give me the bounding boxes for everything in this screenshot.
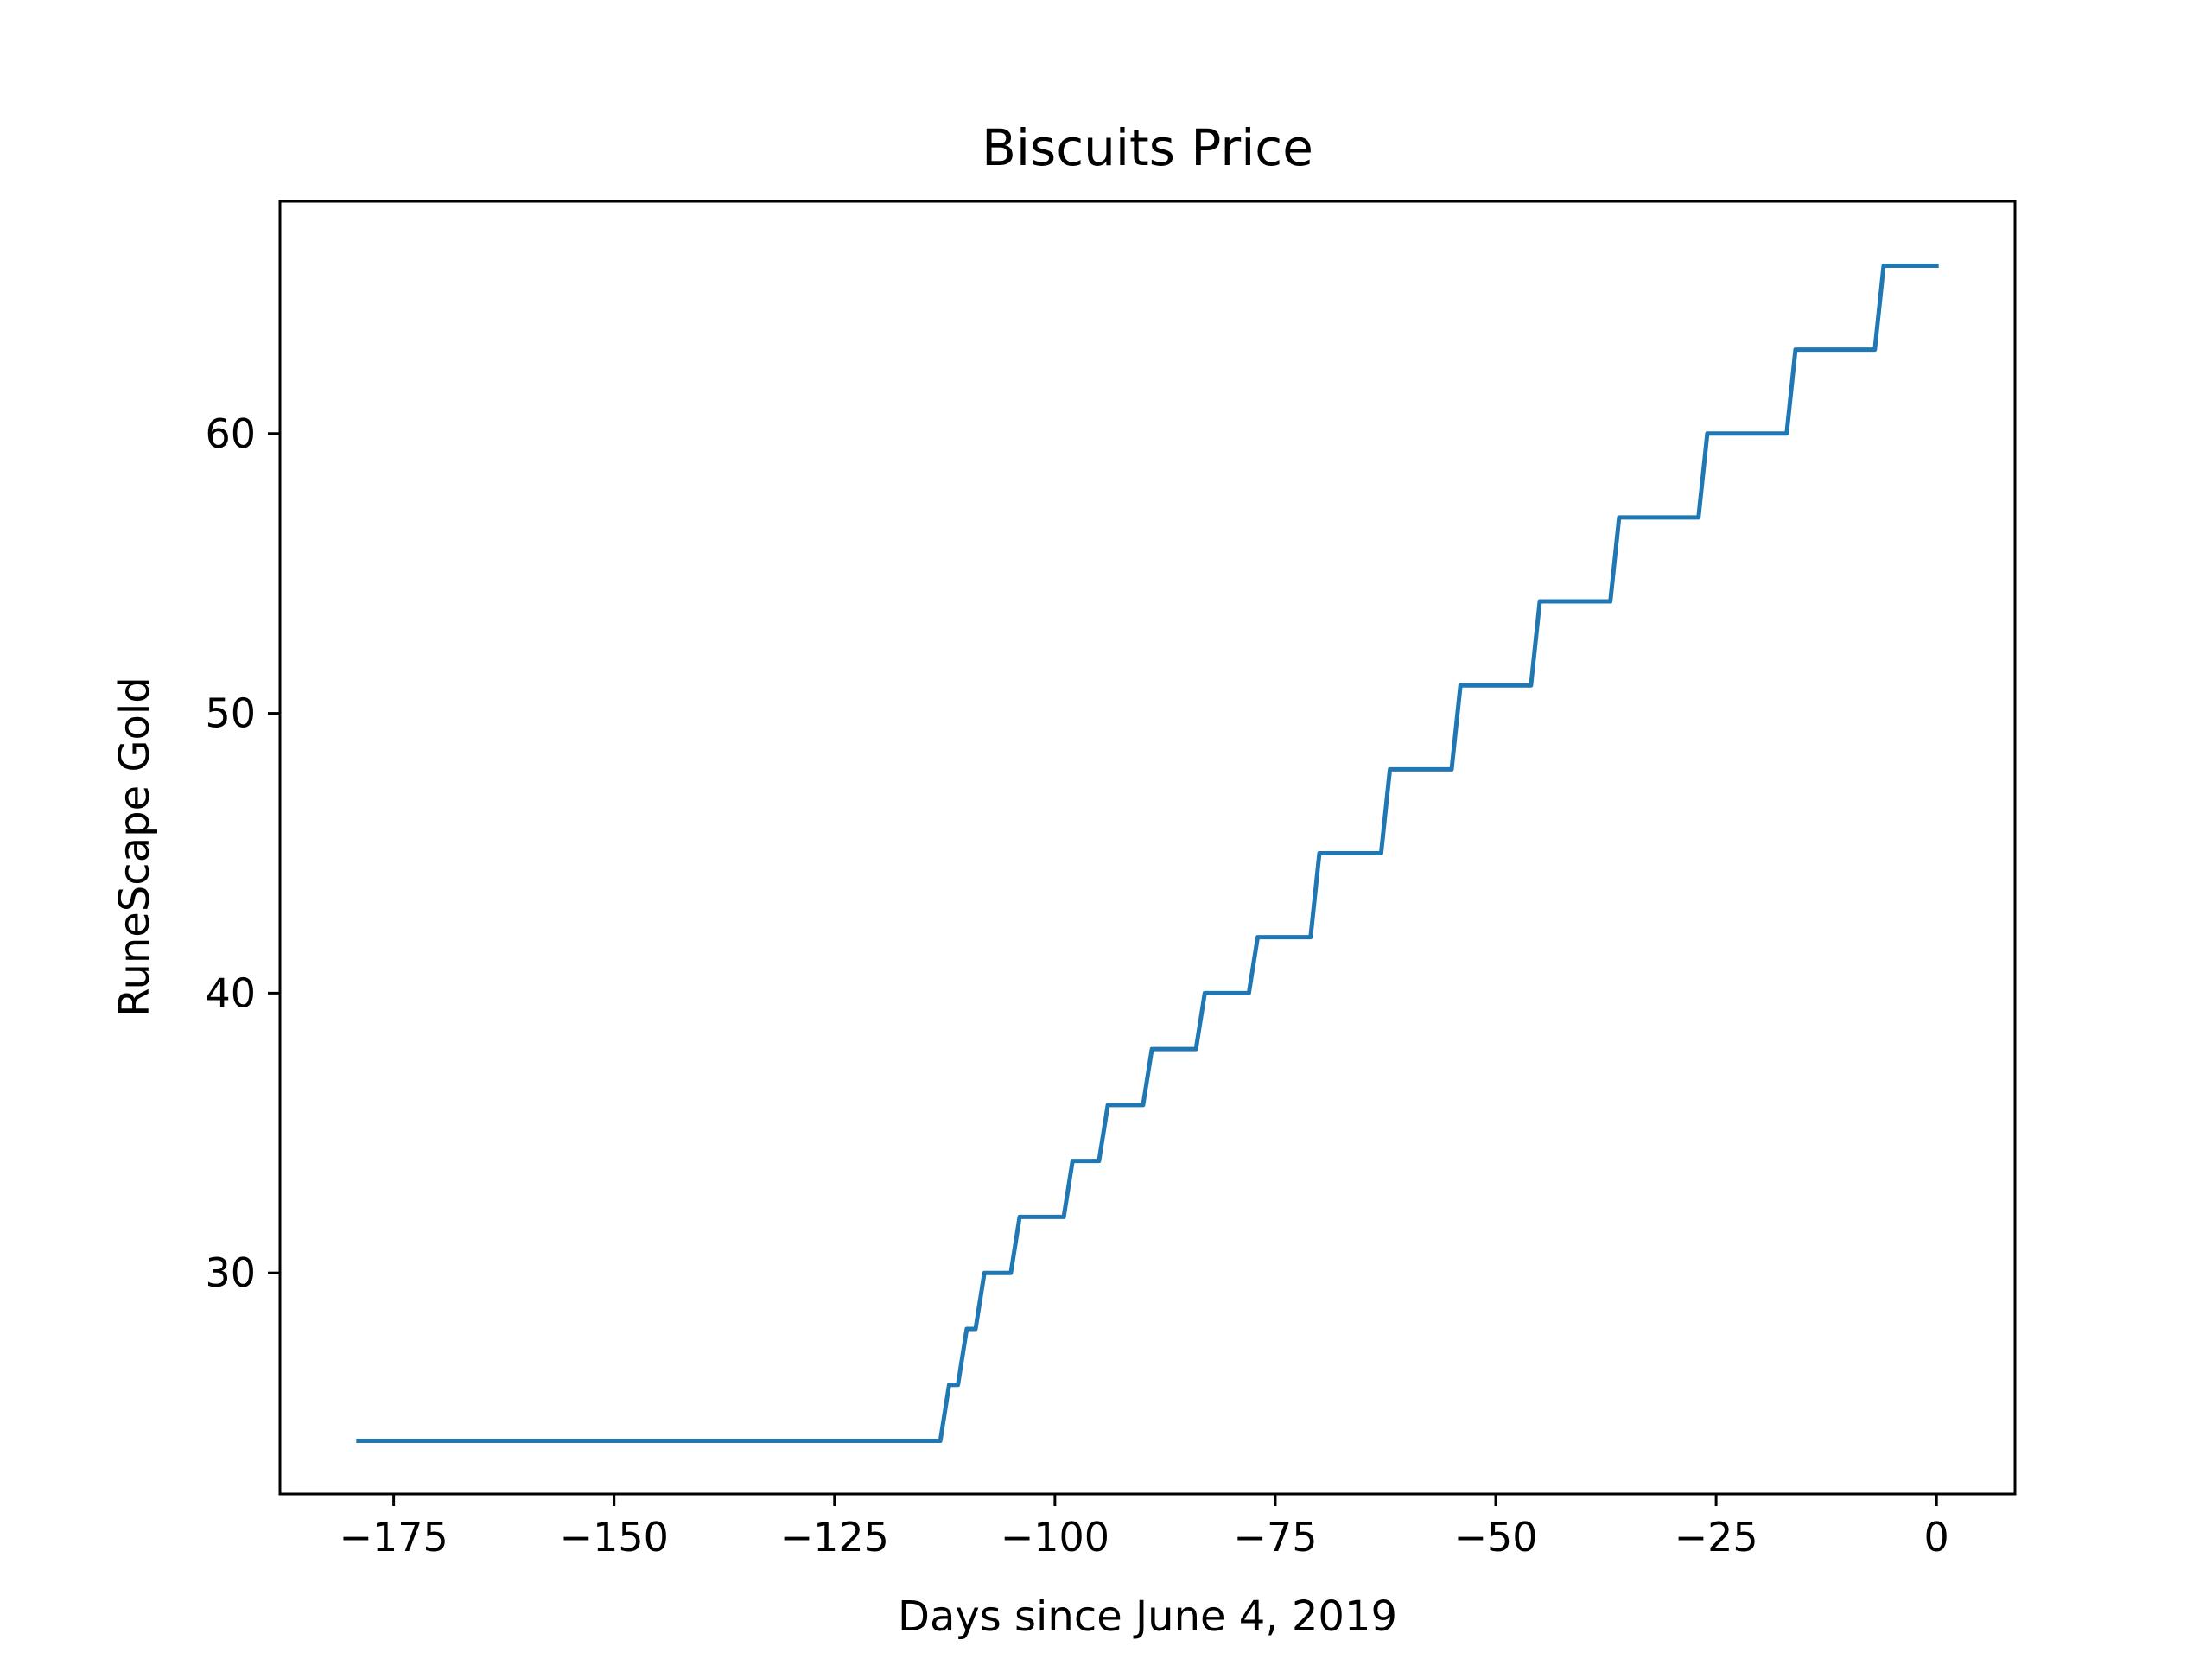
y-tick-label: 30: [205, 1249, 256, 1296]
x-tick-label: 0: [1924, 1514, 1949, 1560]
axes-frame: [278, 200, 2017, 1496]
x-axis: −175 −150 −125 −100 −75 −50 −25 0: [339, 1494, 1949, 1560]
series-line-0: [356, 263, 1939, 1443]
x-tick-label: −175: [339, 1514, 448, 1560]
y-tick-label: 60: [205, 410, 256, 457]
plot-area: [356, 263, 1939, 1443]
y-axis: 30 40 50 60: [205, 410, 280, 1296]
chart-title: Biscuits Price: [982, 118, 1313, 177]
y-tick-label: 40: [205, 969, 256, 1016]
x-axis-label: Days since June 4, 2019: [898, 1592, 1397, 1641]
x-tick-label: −75: [1233, 1514, 1317, 1560]
x-tick-label: −25: [1675, 1514, 1758, 1560]
x-tick-label: −100: [1001, 1514, 1109, 1560]
y-tick-label: 50: [205, 690, 256, 737]
x-tick-label: −50: [1453, 1514, 1537, 1560]
x-tick-label: −150: [560, 1514, 669, 1560]
y-axis-label: RuneScape Gold: [111, 677, 159, 1016]
x-tick-label: −125: [780, 1514, 889, 1560]
